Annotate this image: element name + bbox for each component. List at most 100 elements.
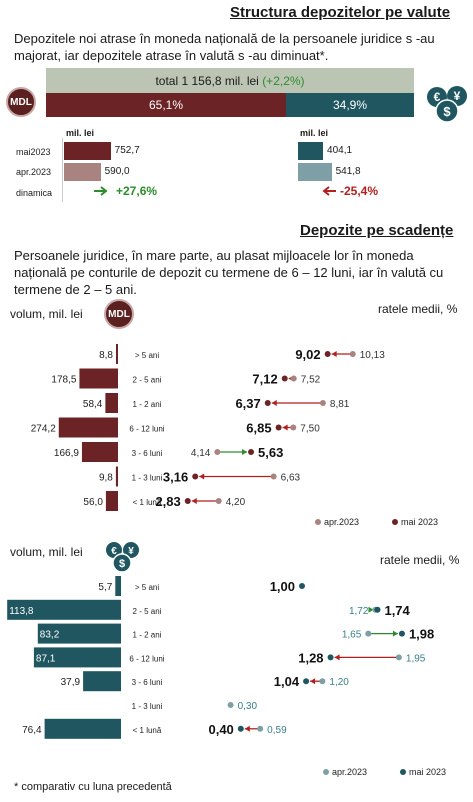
volume-label: 8,8	[99, 350, 113, 361]
volume-bar	[83, 671, 121, 692]
section2-title: Depozite pe scadențe	[300, 222, 454, 239]
fx-mai-value: 404,1	[327, 145, 353, 156]
legend-marker-apr	[315, 519, 321, 525]
legend-label-mai: mai 2023	[409, 767, 446, 777]
rate-dot-apr	[290, 424, 297, 431]
rate-dot-apr	[395, 654, 402, 661]
mdl-mai-value: 752,7	[114, 145, 140, 156]
volume-label: 113,8	[9, 606, 34, 617]
rate-label-apr: 4,20	[226, 497, 246, 508]
rate-label-apr: 7,50	[300, 424, 320, 435]
rate-label-apr: 0,30	[238, 701, 258, 712]
volume-bar	[115, 576, 121, 596]
svg-text:$: $	[443, 104, 451, 119]
rate-label-mai: 0,40	[208, 722, 233, 737]
legend-marker-mai	[392, 519, 398, 525]
mdl-volume-title: volum, mil. lei	[10, 307, 83, 321]
rate-label-mai: 6,85	[246, 421, 271, 436]
fx-rates-title: ratele medii, %	[380, 553, 460, 567]
rate-label-mai: 3,16	[163, 470, 188, 485]
legend-label-mai: mai 2023	[401, 517, 438, 527]
fx-volume-title: volum, mil. lei	[10, 545, 83, 559]
fx-apr-value: 541,8	[335, 166, 361, 177]
red-arrow-icon	[322, 186, 336, 196]
volume-bar	[44, 718, 121, 739]
fx-maturity-chart: > 5 ani 5,7 1,00 2 - 5 ani 113,8 1,72 1,74 1 - …	[7, 576, 446, 777]
category-label: < 1 lună	[133, 726, 162, 735]
fx-share-label: 34,9%	[332, 98, 368, 112]
mdl-mai-bar	[64, 142, 111, 160]
rate-label-mai: 7,12	[252, 372, 277, 387]
rate-label-mai: 1,74	[384, 603, 410, 618]
section1-title: Structura depozitelor pe valute	[230, 4, 451, 21]
rate-dot-mai	[327, 654, 334, 661]
volume-label: 166,9	[54, 448, 79, 459]
mdl-share-bar: 65,1%	[46, 93, 286, 117]
rate-label-mai: 6,37	[235, 396, 260, 411]
category-label: 1 - 2 ani	[133, 400, 162, 409]
category-label: 3 - 6 luni	[132, 678, 163, 687]
rate-label-apr: 8,81	[330, 399, 350, 410]
fx-share-bar: 34,9%	[286, 93, 414, 117]
unit-left: mil. lei	[66, 128, 95, 138]
rate-change-arrowhead	[191, 498, 197, 504]
volume-label: 37,9	[61, 677, 81, 688]
row-label-apr: apr.2023	[16, 167, 52, 177]
mdl-apr-value: 590,0	[104, 166, 130, 177]
total-label: total 1 156,8 mil. lei	[155, 73, 259, 88]
rate-dot-mai	[237, 725, 244, 732]
fx-apr-bar	[298, 163, 332, 181]
fx-chart-coins-icon: € ¥ $	[106, 542, 139, 573]
green-arrow-icon	[94, 186, 108, 196]
volume-label: 56,0	[83, 497, 103, 508]
rate-dot-mai	[398, 630, 405, 637]
rate-change-arrowhead	[368, 606, 374, 613]
rate-dot-apr	[349, 351, 356, 357]
volume-bar	[81, 442, 118, 462]
volume-label: 274,2	[31, 424, 56, 435]
rate-dot-mai	[192, 473, 199, 480]
rate-dot-apr	[215, 498, 222, 504]
rate-change-arrowhead	[282, 424, 288, 431]
volume-bar	[115, 466, 118, 487]
row-label-dyn: dinamica	[16, 188, 53, 198]
rate-label-mai: 2,83	[155, 494, 180, 509]
rate-change-arrowhead	[199, 473, 205, 480]
rate-dot-apr	[365, 630, 372, 637]
svg-text:$: $	[119, 558, 125, 570]
volume-label: 9,8	[99, 473, 113, 484]
mdl-rates-title: ratele medii, %	[378, 302, 458, 316]
svg-text:¥: ¥	[128, 546, 134, 557]
volume-label: 83,2	[40, 630, 60, 641]
rate-dot-mai	[264, 400, 271, 406]
category-label: 2 - 5 ani	[133, 607, 162, 616]
total-bar: total 1 156,8 mil. lei (+2,2%)	[46, 68, 414, 93]
legend-label-apr: apr.2023	[332, 767, 367, 777]
rate-dot-apr	[227, 702, 234, 708]
rate-dot-apr	[257, 725, 264, 732]
asterisk-note: * comparativ cu luna precedentă	[14, 781, 172, 793]
rate-label-apr: 7,52	[301, 375, 321, 386]
volume-label: 178,5	[51, 375, 76, 386]
volume-bar	[105, 393, 118, 413]
rate-change-arrowhead	[244, 725, 250, 732]
currency-coins-icon: € ¥ $	[427, 86, 467, 123]
rate-label-apr: 10,13	[360, 350, 385, 361]
category-label: 1 - 2 ani	[133, 631, 162, 640]
rate-change-arrowhead	[334, 654, 340, 661]
rate-label-apr: 4,14	[191, 448, 211, 459]
row-label-mai: mai2023	[16, 147, 51, 157]
category-label: 6 - 12 luni	[129, 425, 164, 434]
legend-label-apr: apr.2023	[324, 517, 359, 527]
rate-dot-mai	[275, 424, 282, 431]
volume-bar	[37, 623, 121, 644]
rate-label-mai: 1,00	[270, 579, 295, 594]
rate-dot-mai	[374, 606, 381, 613]
rate-dot-mai	[248, 449, 255, 455]
volume-label: 87,1	[36, 653, 56, 664]
rate-label-mai: 5,63	[258, 445, 283, 460]
section1-text: Depozitele noi atrase în moneda național…	[14, 31, 435, 63]
volume-label: 76,4	[22, 725, 42, 736]
mdl-apr-bar	[64, 163, 101, 181]
rate-label-apr: 1,20	[329, 677, 349, 688]
